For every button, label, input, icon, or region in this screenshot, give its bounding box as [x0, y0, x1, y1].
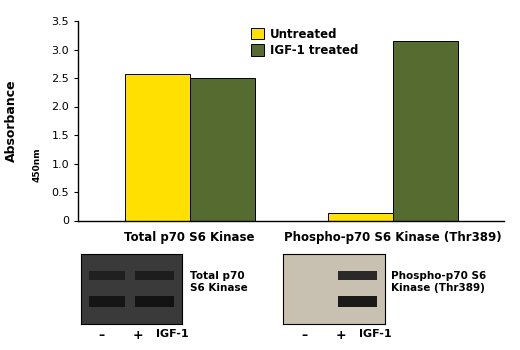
- Text: +: +: [133, 329, 143, 342]
- Text: IGF-1: IGF-1: [359, 329, 392, 339]
- Bar: [328, 213, 393, 220]
- Text: Absorbance: Absorbance: [5, 79, 18, 162]
- Bar: [338, 271, 376, 280]
- Bar: [338, 296, 376, 307]
- Legend: Untreated, IGF-1 treated: Untreated, IGF-1 treated: [246, 23, 362, 62]
- Bar: [125, 74, 190, 220]
- Text: IGF-1: IGF-1: [156, 329, 189, 339]
- Bar: [89, 271, 125, 280]
- Text: –: –: [98, 329, 105, 342]
- Bar: [135, 296, 174, 307]
- Bar: [393, 41, 458, 220]
- Text: –: –: [301, 329, 307, 342]
- Text: +: +: [335, 329, 346, 342]
- Bar: [89, 296, 125, 307]
- Bar: [135, 271, 174, 280]
- Text: 450nm: 450nm: [33, 147, 42, 182]
- Text: Phospho-p70 S6
Kinase (Thr389): Phospho-p70 S6 Kinase (Thr389): [391, 271, 486, 293]
- Text: Total p70
S6 Kinase: Total p70 S6 Kinase: [190, 271, 248, 293]
- Bar: [190, 78, 255, 220]
